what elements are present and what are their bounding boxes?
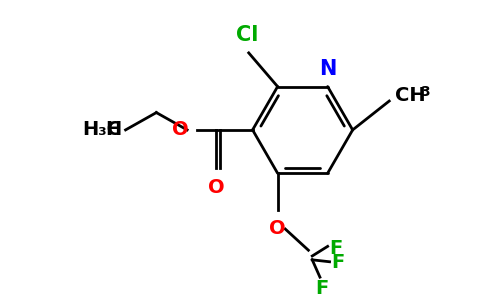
Text: O: O bbox=[208, 178, 224, 197]
Text: Cl: Cl bbox=[236, 25, 258, 45]
Text: H: H bbox=[106, 120, 121, 140]
Text: F: F bbox=[315, 279, 329, 298]
Text: H₃C: H₃C bbox=[83, 120, 121, 140]
Text: O: O bbox=[172, 120, 189, 140]
Text: F: F bbox=[330, 239, 343, 258]
Text: N: N bbox=[319, 59, 336, 79]
Text: O: O bbox=[269, 219, 286, 238]
Text: CH: CH bbox=[395, 86, 426, 105]
Text: F: F bbox=[332, 253, 345, 272]
Text: 3: 3 bbox=[420, 85, 430, 99]
